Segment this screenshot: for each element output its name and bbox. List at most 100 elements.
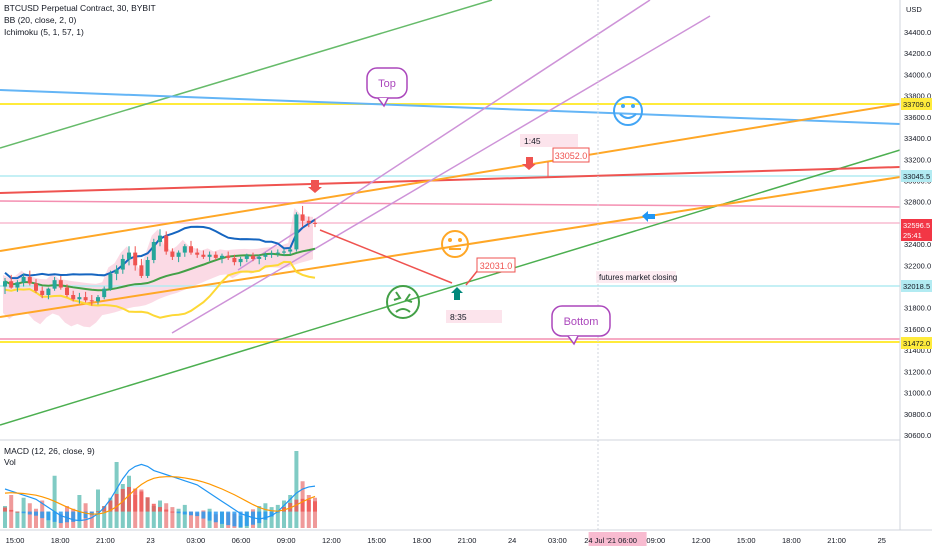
time-tick-label: 15:00	[6, 536, 25, 545]
candle-body	[232, 257, 237, 263]
trend-lines-layer	[0, 0, 901, 530]
volume-bar	[34, 508, 38, 528]
currency-label: USD	[906, 5, 922, 14]
trendline-blue	[0, 89, 901, 125]
macd-histogram-bar	[89, 511, 94, 516]
candle-body	[244, 255, 249, 259]
note-futures-text: futures market closing	[599, 273, 677, 282]
volume-bar	[158, 500, 162, 528]
macd-histogram-bar	[164, 509, 169, 512]
volume-bar	[269, 507, 274, 528]
trendline-orange-lower	[0, 176, 901, 318]
macd-signal-line	[4, 476, 316, 515]
macd-histogram-bar	[58, 511, 63, 524]
time-tick-label: 03:00	[548, 536, 567, 545]
price-label-box	[901, 219, 932, 241]
projection-line-up	[465, 269, 479, 286]
time-tick-label: 21:00	[458, 536, 477, 545]
volume-bar	[102, 506, 107, 528]
time-box-1-45-text: 1:45	[524, 136, 541, 146]
macd-histogram-bar	[9, 509, 14, 512]
dizzy-face-icon	[386, 285, 420, 319]
bb-basis	[4, 247, 316, 292]
time-tick-label: 18:00	[782, 536, 801, 545]
candle-body	[108, 273, 113, 289]
candle-body	[170, 251, 175, 257]
legend-macd[interactable]: MACD (12, 26, close, 9)	[4, 446, 95, 456]
legend-vol[interactable]: Vol	[4, 457, 16, 467]
legend-symbol[interactable]: BTCUSD Perpetual Contract, 30, BYBIT	[4, 3, 156, 13]
legend-bb[interactable]: BB (20, close, 2, 0)	[4, 15, 77, 25]
candle-body	[275, 252, 280, 254]
candle-body	[207, 254, 212, 257]
price-label-text: 32018.5	[903, 282, 930, 291]
price-tick-label: 34200.0	[904, 49, 931, 58]
trendline-red	[0, 166, 901, 194]
candle-body	[9, 281, 14, 288]
trendline-pink	[0, 200, 901, 208]
candle-body	[226, 255, 231, 258]
macd-histogram-bar	[226, 511, 231, 526]
channel-violet-lower	[171, 15, 711, 334]
macd-histogram-bar	[244, 511, 249, 526]
candle-body	[182, 246, 187, 253]
projection-line-down	[319, 229, 453, 284]
candle-body	[65, 287, 69, 296]
macd-pane-layer: 100.00.0	[3, 451, 923, 528]
macd-histogram-bar	[102, 506, 107, 512]
volume-bar	[275, 504, 280, 528]
trendline-orange-upper	[0, 103, 901, 252]
macd-histogram-bar	[238, 511, 243, 528]
candle-body	[294, 214, 299, 250]
macd-histogram-bar	[213, 511, 218, 523]
price-tick-label: 33400.0	[904, 134, 931, 143]
macd-histogram-bar	[269, 511, 274, 517]
macd-histogram-bar	[21, 511, 26, 514]
candle-body	[238, 258, 243, 263]
volume-bar	[164, 503, 169, 528]
macd-histogram-bar	[120, 489, 125, 512]
volume-bar	[145, 497, 150, 528]
candle-body	[282, 251, 286, 253]
arrow-down-red-1	[308, 180, 322, 193]
volume-bar	[89, 511, 94, 528]
candle-body	[251, 255, 255, 259]
legend-ichimoku[interactable]: Ichimoku (5, 1, 57, 1)	[4, 27, 84, 37]
price-label-text: 33045.5	[903, 172, 930, 181]
smile-face-icon	[613, 96, 643, 126]
time-tick-label: 03:00	[186, 536, 205, 545]
time-tick-label: 12:00	[692, 536, 711, 545]
price-box-33052: 33052.0	[552, 147, 590, 163]
price-tick-label: 33200.0	[904, 155, 931, 164]
volume-bar	[108, 497, 113, 528]
price-tick-label: 31000.0	[904, 389, 931, 398]
candle-body	[313, 222, 317, 224]
bb-lower-band	[4, 260, 316, 319]
macd-line	[4, 463, 316, 522]
price-label-text: 31472.0	[903, 339, 930, 348]
annotation-bottom-callout: Bottom	[551, 305, 611, 346]
time-tick-label: 06:00	[232, 536, 251, 545]
price-label-box	[901, 170, 932, 182]
candle-body	[164, 235, 169, 252]
macd-histogram-bar	[15, 511, 20, 513]
candle-body	[145, 260, 150, 276]
time-tick-label: 18:00	[412, 536, 431, 545]
candle-body	[83, 297, 88, 301]
arrow-down-red-2	[522, 157, 536, 170]
price-label-text: 33709.0	[903, 100, 930, 109]
volume-bar	[282, 500, 286, 528]
macd-histogram-bar	[257, 511, 262, 524]
time-tick-label: 09:00	[646, 536, 665, 545]
candle-body	[269, 253, 274, 255]
candles-layer	[3, 205, 317, 306]
volume-bar	[3, 506, 7, 528]
time-tick-label: 15:00	[367, 536, 386, 545]
volume-bar	[15, 511, 20, 528]
candle-body	[220, 255, 224, 258]
candle-body	[257, 256, 262, 259]
macd-histogram-bar	[151, 503, 156, 512]
trendline-green-lower	[0, 149, 901, 426]
